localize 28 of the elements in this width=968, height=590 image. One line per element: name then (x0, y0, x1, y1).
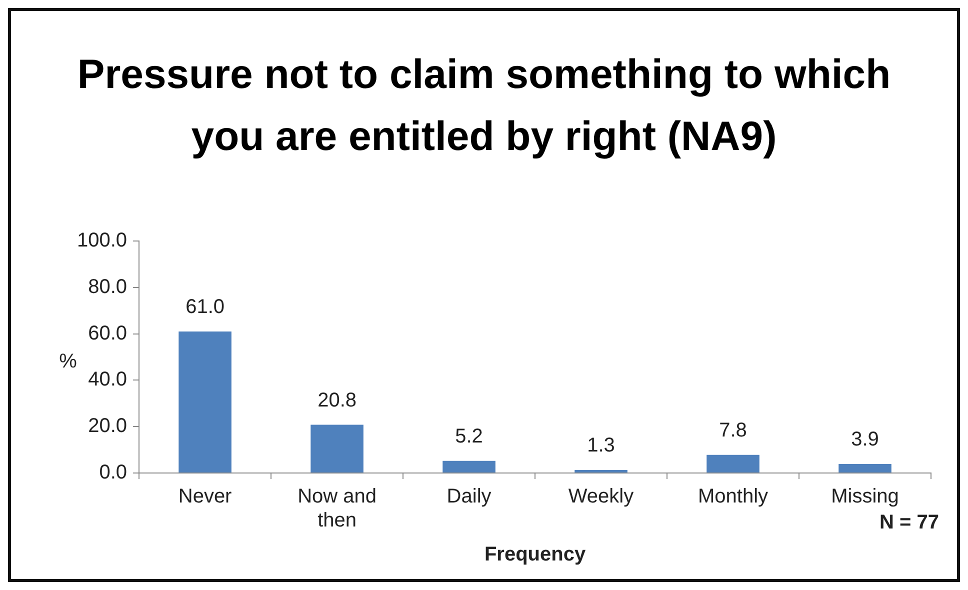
x-tick-label: Weekly (568, 486, 634, 508)
y-tick-label: 80.0 (88, 276, 128, 298)
y-tick-label: 60.0 (88, 322, 128, 344)
data-label: 3.9 (851, 428, 879, 450)
y-tick-label: 20.0 (88, 415, 128, 438)
y-tick-label: 100.0 (76, 230, 128, 252)
data-label: 1.3 (587, 434, 615, 456)
x-axis-title: Frequency (484, 544, 586, 566)
data-label: 61.0 (186, 296, 225, 318)
bar (310, 424, 364, 472)
y-tick-label: 0.0 (99, 462, 128, 484)
text: N = 77 (880, 512, 939, 534)
bar (574, 470, 628, 472)
bar (838, 464, 892, 472)
bar (442, 460, 496, 472)
bar (706, 454, 760, 472)
y-axis-title: % (59, 350, 78, 373)
x-tick-label: Missing (831, 486, 899, 508)
x-tick-label: Monthly (698, 486, 768, 508)
data-label: 7.8 (719, 419, 747, 442)
x-tick-label: Daily (446, 486, 492, 508)
data-label: 5.2 (455, 425, 483, 448)
bar (178, 331, 232, 472)
chart-title: Pressure not to claim something to which you are entitled by right (NA9) (76, 50, 892, 161)
x-tick-label: Now and then (298, 486, 377, 532)
y-tick-label: 40.0 (88, 368, 128, 391)
x-tick-label: Never (178, 486, 232, 508)
data-label: 20.8 (318, 389, 357, 412)
